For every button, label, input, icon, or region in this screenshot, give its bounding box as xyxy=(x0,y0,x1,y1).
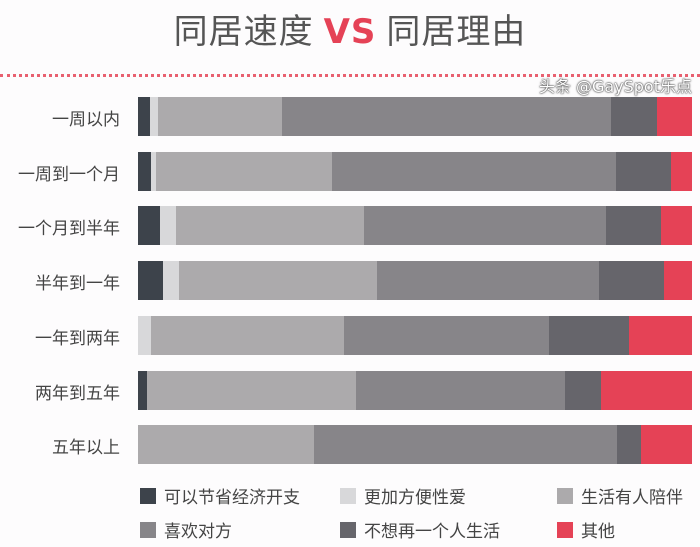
legend-label: 生活有人陪伴 xyxy=(581,488,683,508)
category-label: 五年以上 xyxy=(52,438,120,459)
category-label: 一年到两年 xyxy=(35,328,120,349)
bar-segment xyxy=(282,97,612,136)
legend-item: 可以节省经济开支 xyxy=(140,483,300,508)
bar-segment xyxy=(150,315,344,355)
bar-segment xyxy=(355,370,565,410)
bar-row xyxy=(138,261,692,301)
legend-label: 更加方便性爱 xyxy=(364,488,466,508)
bar-segment xyxy=(155,151,332,191)
legend-item: 不想再一个人生活 xyxy=(340,517,500,542)
bar-segment xyxy=(343,315,549,355)
category-label: 半年到一年 xyxy=(35,274,120,295)
title-vs: VS xyxy=(323,12,377,52)
legend-label: 可以节省经济开支 xyxy=(164,488,300,508)
bar-segment xyxy=(670,151,692,191)
bar-segment xyxy=(162,261,179,301)
bar-segment xyxy=(176,206,365,246)
legend-swatch xyxy=(140,521,156,538)
bar-segment xyxy=(606,206,661,246)
bar-segment xyxy=(364,206,607,246)
legend-swatch xyxy=(140,487,156,504)
bar-row xyxy=(138,97,692,136)
bar-segment xyxy=(314,425,618,465)
bar-segment xyxy=(138,261,163,301)
category-label: 一周以内 xyxy=(52,110,120,130)
bar-segment xyxy=(138,425,315,465)
chart-title: 同居速度 VS 同居理由 xyxy=(0,4,700,53)
bar-segment xyxy=(611,97,658,136)
bar-segment xyxy=(138,97,151,136)
bar-segment xyxy=(138,315,151,355)
bar-segment xyxy=(150,97,158,136)
category-label: 一周到一个月 xyxy=(18,164,120,185)
category-label: 一个月到半年 xyxy=(18,219,120,240)
bar-segment xyxy=(616,151,671,191)
legend-item: 其他 xyxy=(557,517,615,542)
bar-segment xyxy=(138,370,147,410)
bar-segment xyxy=(660,206,692,246)
bar-segment xyxy=(663,261,692,301)
bar-segment xyxy=(598,261,664,301)
legend-item: 更加方便性爱 xyxy=(340,483,466,508)
legend-label: 喜欢对方 xyxy=(164,522,232,542)
legend-label: 不想再一个人生活 xyxy=(364,522,500,542)
legend-item: 生活有人陪伴 xyxy=(557,483,683,508)
bar-row xyxy=(138,425,692,465)
bar-segment xyxy=(146,370,356,410)
bar-segment xyxy=(138,151,151,191)
bar-segment xyxy=(601,370,692,410)
legend-label: 其他 xyxy=(581,522,615,542)
watermark: 头条 @GaySpot乐点 xyxy=(538,77,692,96)
bar-segment xyxy=(157,97,283,136)
title-part1: 同居速度 xyxy=(173,12,314,52)
bar-segment xyxy=(564,370,602,410)
legend-swatch xyxy=(557,521,573,538)
bar-segment xyxy=(376,261,599,301)
legend-swatch xyxy=(557,487,573,504)
bar-segment xyxy=(150,151,156,191)
bar-segment xyxy=(160,206,177,246)
bar-segment xyxy=(657,97,692,136)
category-label: 两年到五年 xyxy=(35,383,120,404)
bar-segment xyxy=(178,261,377,301)
bar-segment xyxy=(138,206,161,246)
bar-segment xyxy=(628,315,692,355)
bar-segment xyxy=(331,151,617,191)
title-part2: 同居理由 xyxy=(386,12,527,52)
bar-row xyxy=(138,370,692,410)
title-divider xyxy=(0,74,700,77)
bar-segment xyxy=(617,425,642,465)
bar-row xyxy=(138,151,692,191)
bar-segment xyxy=(548,315,629,355)
legend-item: 喜欢对方 xyxy=(140,517,232,542)
legend-swatch xyxy=(340,487,356,504)
bar-row xyxy=(138,315,692,355)
bar-row xyxy=(138,206,692,246)
bar-segment xyxy=(641,425,692,465)
legend-swatch xyxy=(340,521,356,538)
